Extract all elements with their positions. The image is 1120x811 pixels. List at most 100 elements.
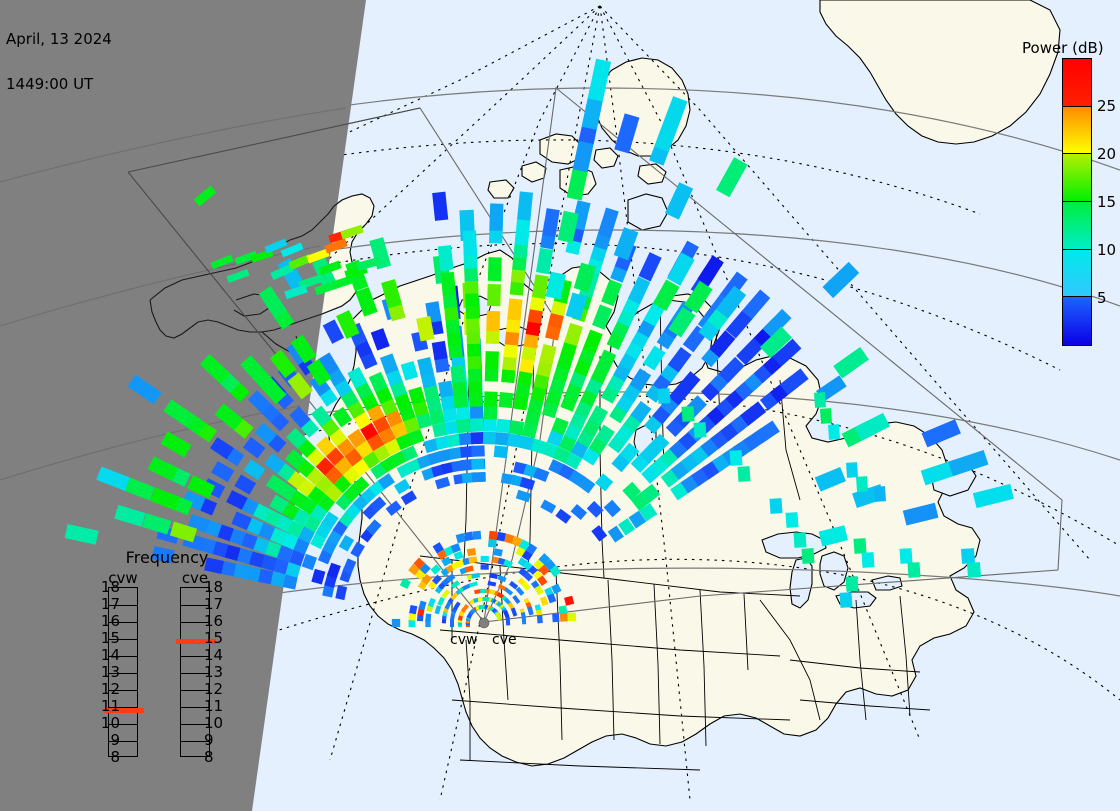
landmass-arctic-island-5 xyxy=(637,163,667,185)
frequency-radar-name-cvw: cvw xyxy=(108,569,138,587)
frequency-gridline xyxy=(181,622,209,623)
backscatter-cell xyxy=(508,580,519,590)
frequency-legend: Frequency cvw cve 18 17 16 15 14 13 12 11 10 9 8 18… xyxy=(92,548,242,783)
backscatter-cell xyxy=(340,224,364,240)
backscatter-cell xyxy=(347,428,367,449)
frequency-tick-label: 17 xyxy=(204,595,224,613)
night-grid-overlay xyxy=(0,107,347,481)
backscatter-cell xyxy=(741,289,771,320)
backscatter-cell xyxy=(504,533,515,544)
backscatter-cell xyxy=(785,512,799,528)
frequency-tick-label: 15 xyxy=(100,629,120,647)
backscatter-cell xyxy=(546,429,564,447)
frequency-gridline xyxy=(109,622,137,623)
backscatter-cell xyxy=(614,113,640,154)
backscatter-cell xyxy=(542,208,560,238)
backscatter-cell xyxy=(314,280,338,296)
backscatter-cell xyxy=(306,248,330,264)
backscatter-cell xyxy=(470,432,485,445)
backscatter-cell xyxy=(114,504,146,527)
backscatter-cell xyxy=(214,403,244,431)
backscatter-cell xyxy=(408,386,426,405)
backscatter-cell xyxy=(226,268,250,284)
backscatter-cell xyxy=(284,284,308,300)
backscatter-cell xyxy=(972,483,1014,509)
backscatter-cell xyxy=(381,279,402,309)
backscatter-cell xyxy=(316,436,336,457)
backscatter-cell xyxy=(425,613,432,623)
backscatter-cell xyxy=(258,286,287,319)
backscatter-cell xyxy=(592,304,613,330)
backscatter-cell xyxy=(643,345,666,371)
backscatter-cell xyxy=(737,466,751,482)
frequency-gridline xyxy=(109,656,137,657)
backscatter-cell xyxy=(555,508,572,524)
frequency-gridline xyxy=(181,724,209,725)
backscatter-cell xyxy=(391,618,401,628)
backscatter-cell xyxy=(247,390,272,414)
backscatter-cell xyxy=(818,525,848,547)
backscatter-cell xyxy=(666,252,695,286)
backscatter-cell xyxy=(210,437,234,460)
backscatter-cell xyxy=(350,541,366,558)
backscatter-cell xyxy=(321,511,339,530)
backscatter-cell xyxy=(324,238,348,254)
frequency-tick-label: 9 xyxy=(110,731,120,749)
backscatter-cell xyxy=(485,351,499,370)
backscatter-cell xyxy=(301,553,318,571)
backscatter-cell xyxy=(369,237,392,270)
backscatter-cell xyxy=(565,292,588,320)
backscatter-cell xyxy=(437,596,445,607)
backscatter-cell xyxy=(448,446,464,460)
backscatter-cell xyxy=(759,326,792,359)
backscatter-cell xyxy=(347,367,368,389)
backscatter-cell xyxy=(254,422,277,445)
backscatter-cell xyxy=(450,580,460,589)
radar-site-marker xyxy=(478,617,490,629)
backscatter-cell xyxy=(379,353,399,375)
backscatter-cell xyxy=(432,191,449,221)
backscatter-cell xyxy=(409,605,418,615)
backscatter-cell xyxy=(419,563,431,575)
backscatter-cell xyxy=(407,428,425,446)
backscatter-cell xyxy=(488,572,498,579)
backscatter-cell xyxy=(493,445,509,459)
backscatter-cell xyxy=(468,377,483,395)
backscatter-cell xyxy=(497,574,507,583)
backscatter-cell xyxy=(369,496,387,513)
frequency-gridline xyxy=(109,724,137,725)
power-colorbar xyxy=(1062,58,1092,346)
power-tick-label: 5 xyxy=(1097,289,1107,307)
backscatter-cell xyxy=(684,281,713,314)
backscatter-cell xyxy=(460,603,469,613)
frequency-tick-label: 14 xyxy=(100,646,120,664)
backscatter-cell xyxy=(822,261,860,299)
backscatter-cell xyxy=(272,558,290,575)
backscatter-cell xyxy=(524,409,541,427)
backscatter-cell xyxy=(497,583,507,592)
backscatter-cell xyxy=(150,487,181,511)
backscatter-cell xyxy=(522,571,533,582)
backscatter-cell xyxy=(288,254,312,270)
backscatter-cell xyxy=(552,613,560,623)
station-label-cvw: cvw xyxy=(450,632,478,648)
backscatter-cell xyxy=(408,611,417,621)
backscatter-cell xyxy=(725,309,753,339)
backscatter-cell xyxy=(544,559,556,571)
backscatter-cell xyxy=(351,476,370,494)
backscatter-cell xyxy=(515,586,525,596)
backscatter-cell xyxy=(243,459,266,481)
backscatter-cell xyxy=(577,476,596,494)
backscatter-cells xyxy=(64,58,1014,628)
backscatter-cell xyxy=(472,530,482,540)
backscatter-cell xyxy=(586,500,604,518)
backscatter-cell xyxy=(534,585,544,596)
backscatter-cell xyxy=(839,592,853,608)
backscatter-cell xyxy=(513,393,529,411)
backscatter-cell xyxy=(483,404,498,420)
backscatter-cell xyxy=(603,499,622,518)
backscatter-cell xyxy=(907,562,921,578)
backscatter-cell xyxy=(503,559,513,568)
backscatter-cell xyxy=(948,450,989,477)
frequency-tick-label: 16 xyxy=(100,612,120,630)
